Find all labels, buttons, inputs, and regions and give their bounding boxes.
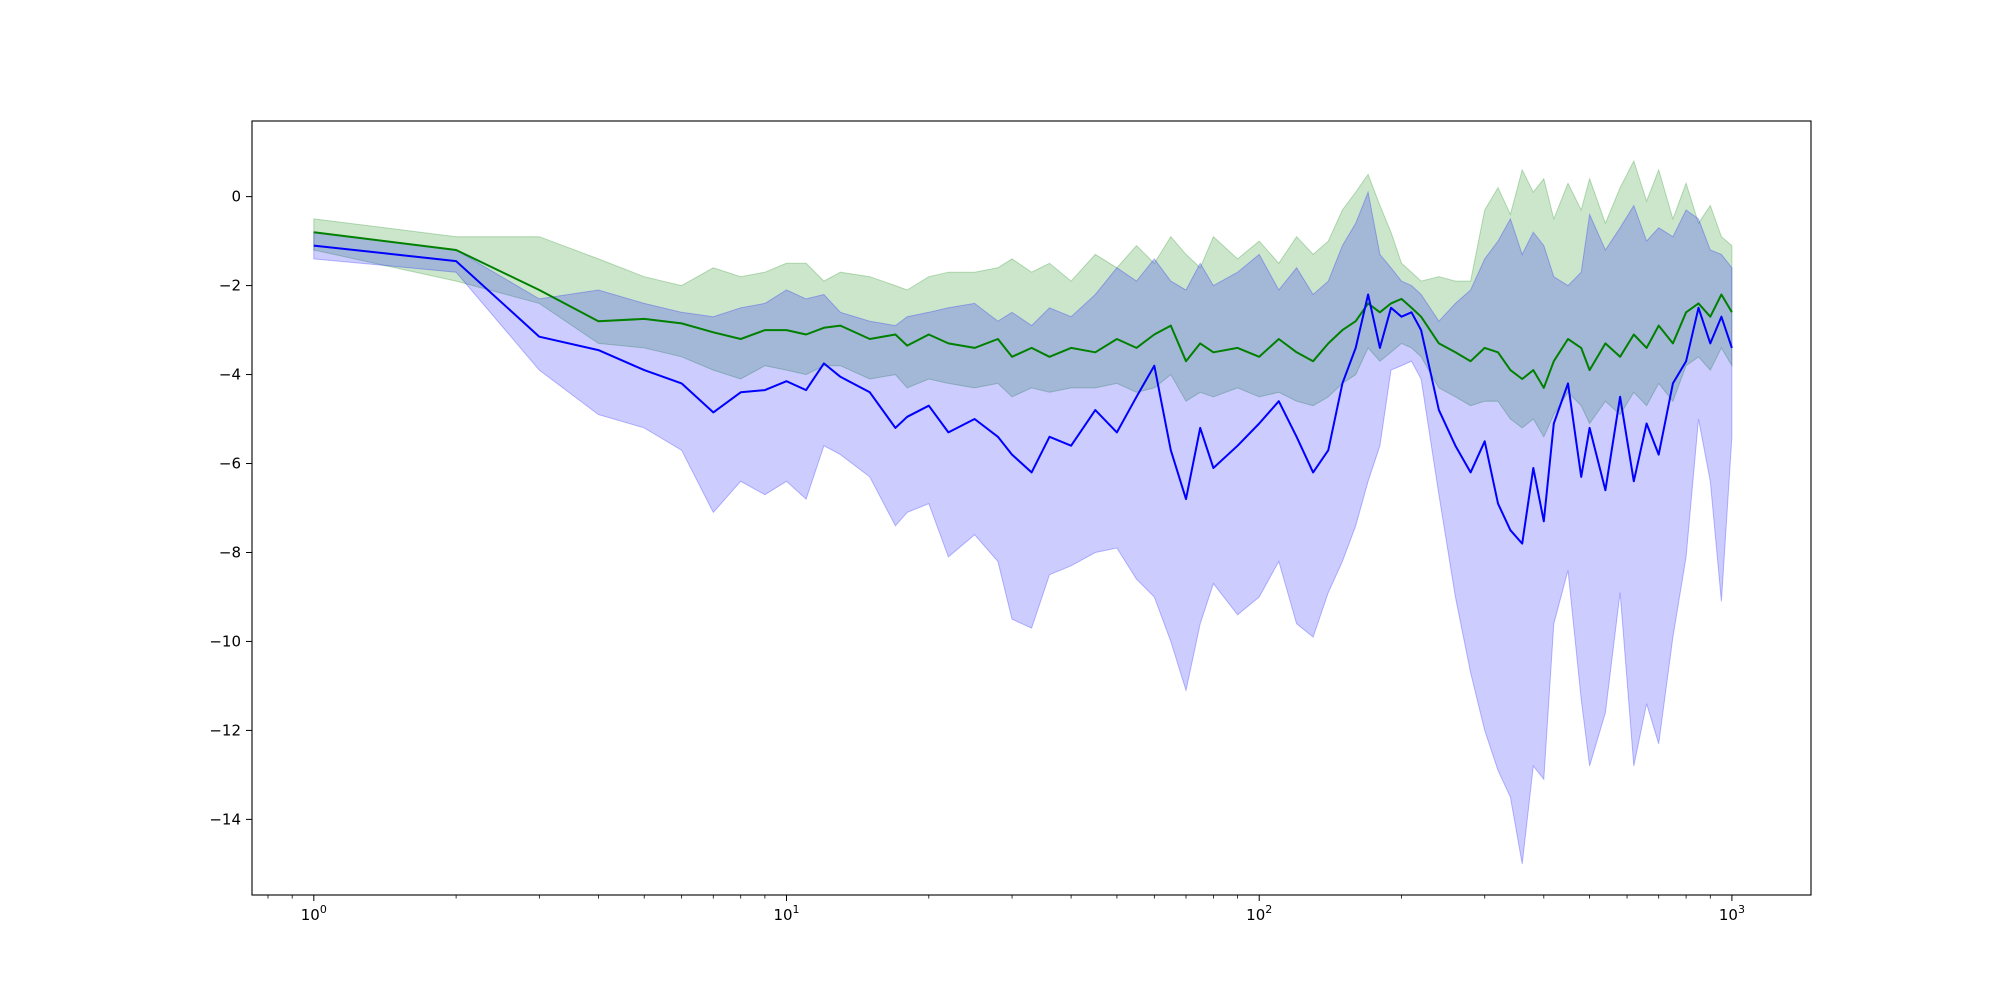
series-1-band bbox=[313, 159, 1733, 438]
y-tick-label: −8 bbox=[219, 543, 241, 561]
y-tick-label: 0 bbox=[231, 188, 241, 206]
y-axis: 0 −2 −4 −6 −8 −10 −12 −14 bbox=[209, 188, 252, 828]
series-2-band bbox=[313, 190, 1733, 864]
x-tick-label: 102 bbox=[1246, 903, 1272, 924]
y-tick-label: −4 bbox=[219, 366, 241, 384]
x-tick-label: 103 bbox=[1719, 903, 1745, 924]
plot-frame bbox=[251, 120, 1812, 896]
confidence-bands bbox=[313, 159, 1733, 864]
y-tick-label: −6 bbox=[219, 455, 241, 473]
series-1-line bbox=[313, 231, 1733, 389]
x-tick-label: 101 bbox=[773, 903, 799, 924]
y-tick-label: −10 bbox=[209, 632, 241, 650]
series-lines bbox=[313, 231, 1733, 545]
series-2-line bbox=[313, 244, 1733, 545]
x-tick-label: 100 bbox=[301, 903, 327, 924]
x-axis: 100 101 102 103 bbox=[267, 895, 1745, 924]
y-tick-label: −14 bbox=[209, 810, 241, 828]
y-tick-label: −2 bbox=[219, 277, 241, 295]
y-tick-label: −12 bbox=[209, 721, 241, 739]
